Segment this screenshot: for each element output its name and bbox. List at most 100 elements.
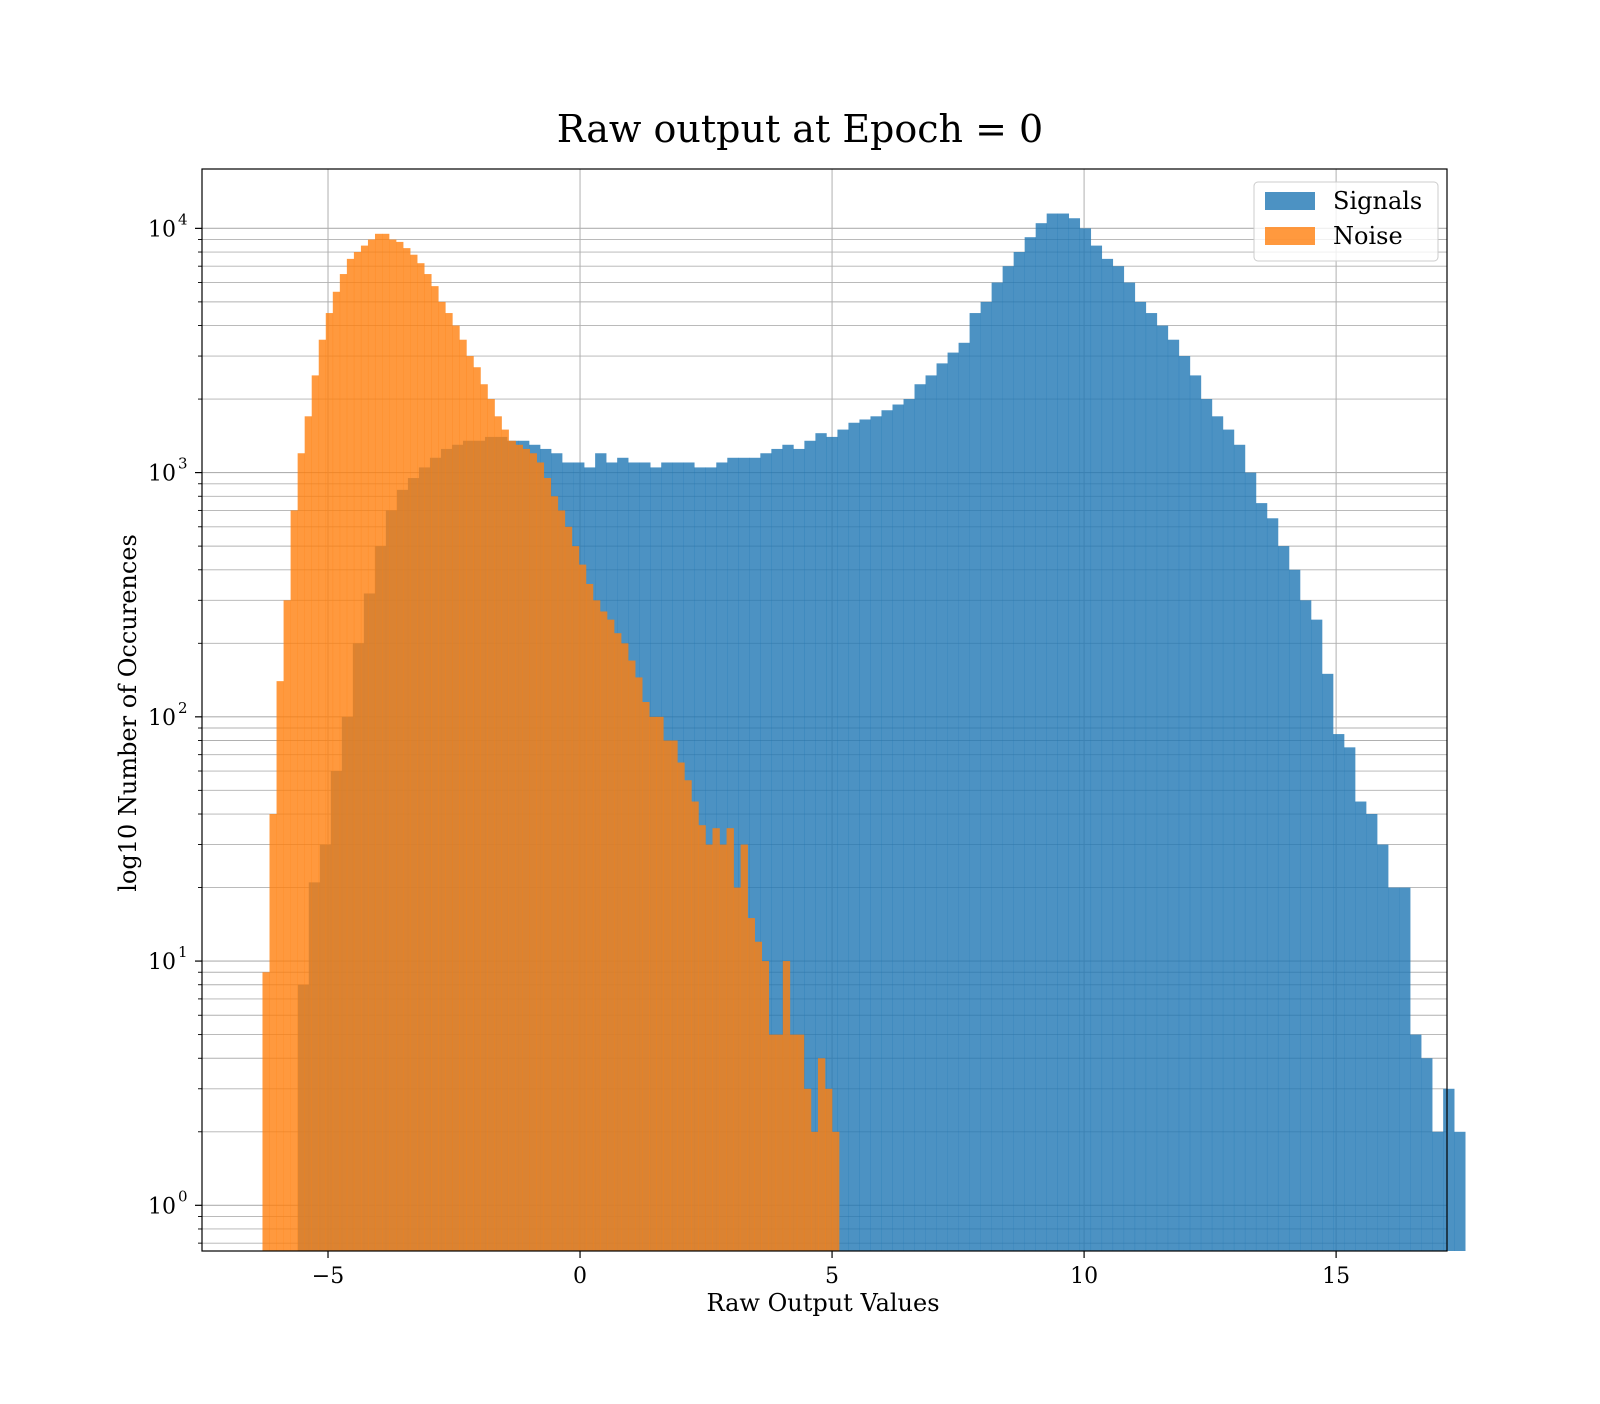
histogram-bar-signals (1222, 429, 1235, 1252)
histogram-bar-noise (810, 1131, 819, 1251)
y-tick-exponent: 2 (178, 699, 188, 717)
histogram-bar-noise (719, 844, 727, 1251)
histogram-bar-noise (557, 510, 566, 1251)
histogram-bar-noise (663, 740, 671, 1251)
histogram-bar-signals (947, 352, 959, 1251)
histogram-bar-noise (297, 453, 305, 1251)
histogram-bar-signals (1090, 245, 1103, 1252)
histogram-bar-signals (1266, 518, 1279, 1251)
histogram-bar-noise (747, 918, 755, 1251)
y-tick-label: 10 (148, 1194, 176, 1219)
histogram-bar-noise (318, 339, 327, 1251)
histogram-bar-signals (1233, 444, 1246, 1251)
y-tick-exponent: 4 (178, 210, 188, 228)
histogram-bar-signals (760, 453, 772, 1251)
histogram-bar-signals (1277, 546, 1290, 1251)
y-tick-exponent: 0 (178, 1187, 188, 1205)
histogram-bar-noise (698, 825, 706, 1251)
histogram-bar-signals (1454, 1131, 1466, 1251)
y-tick-label: 10 (148, 950, 176, 975)
histogram-bar-noise (459, 339, 467, 1251)
histogram-bar-signals (1366, 814, 1378, 1251)
histogram-bar-noise (325, 313, 334, 1252)
histogram-bar-signals (1145, 313, 1158, 1252)
histogram-bar-noise (311, 375, 320, 1251)
histogram-bar-noise (304, 416, 313, 1251)
histogram-bar-signals (1399, 887, 1411, 1251)
histogram-bar-noise (473, 367, 481, 1251)
histogram-bar-signals (1200, 399, 1213, 1252)
histogram-bar-noise (817, 1058, 826, 1251)
histogram-bar-noise (614, 633, 622, 1251)
histogram-bar-signals (826, 436, 838, 1252)
histogram-bar-noise (452, 325, 460, 1251)
y-tick-exponent: 3 (178, 455, 188, 473)
histogram-bar-signals (892, 404, 904, 1251)
histogram-bar-signals (1311, 619, 1323, 1251)
histogram-bar-signals (1344, 747, 1356, 1251)
histogram-bar-noise (803, 1088, 812, 1251)
histogram-bar-noise (564, 526, 573, 1251)
histogram-bar-noise (754, 941, 763, 1251)
histogram-bar-signals (1134, 301, 1147, 1252)
histogram-bar-noise (656, 716, 664, 1251)
histogram-bar-signals (1178, 356, 1191, 1251)
histogram-bar-signals (1299, 600, 1312, 1251)
histogram-bar-noise (480, 384, 488, 1251)
histogram-bar-noise (621, 643, 629, 1251)
histogram-bar-noise (768, 1034, 777, 1251)
histogram-bar-noise (382, 233, 390, 1252)
histogram-bar-noise (431, 286, 439, 1251)
legend-label-signals: Signals (1333, 187, 1422, 215)
histogram-bar-signals (1002, 266, 1014, 1251)
histogram-bar-signals (925, 375, 937, 1251)
histogram-bar-signals (1388, 887, 1400, 1251)
histogram-bar-noise (543, 478, 552, 1251)
histogram-bar-signals (1211, 416, 1224, 1251)
histogram-bar-noise (346, 258, 355, 1251)
histogram-bar-signals (1156, 325, 1169, 1251)
histogram-bar-noise (417, 263, 425, 1252)
histogram-bar-noise (825, 1088, 833, 1251)
histogram-bar-signals (936, 363, 948, 1251)
histogram-bar-noise (283, 600, 291, 1251)
histogram-bar-noise (262, 972, 270, 1251)
histogram-bar-noise (585, 583, 594, 1251)
histogram-bar-signals (1024, 237, 1036, 1251)
histogram-bar-noise (445, 313, 453, 1252)
histogram-bar-signals (815, 433, 827, 1252)
histogram-bar-noise (782, 961, 791, 1251)
histogram-bar-signals (848, 422, 860, 1251)
y-tick-label: 10 (148, 462, 176, 487)
y-tick-label: 10 (148, 217, 176, 242)
histogram-bar-noise (529, 453, 538, 1251)
histogram-bar-noise (628, 660, 636, 1251)
x-axis-label: Raw Output Values (706, 1289, 939, 1317)
x-tick-label: 10 (1070, 1264, 1098, 1289)
histogram-bar-signals (749, 457, 761, 1251)
x-tick-label: 0 (573, 1264, 587, 1289)
histogram-bar-noise (360, 245, 369, 1252)
histogram-bar-signals (1443, 1088, 1455, 1251)
legend: Signals Noise (1253, 181, 1439, 262)
histogram-bar-noise (599, 611, 608, 1251)
histogram-bar-noise (578, 564, 587, 1251)
legend-swatch-noise (1265, 227, 1315, 245)
histogram-bar-signals (914, 384, 926, 1251)
legend-swatch-signals (1265, 192, 1315, 210)
histogram-bar-noise (649, 716, 657, 1251)
histogram-bar-signals (1068, 218, 1081, 1251)
x-tick-label: 5 (825, 1264, 839, 1289)
histogram-bar-noise (642, 702, 650, 1251)
histogram-bar-noise (789, 1034, 798, 1251)
histogram-bar-signals (1112, 266, 1125, 1251)
histogram-bar-signals (859, 419, 871, 1252)
histogram-bar-noise (684, 780, 692, 1251)
histogram-bar-noise (269, 814, 277, 1251)
histogram-bar-noise (276, 681, 284, 1251)
x-tick-label: −5 (312, 1264, 344, 1289)
histogram-bar-noise (726, 828, 734, 1251)
